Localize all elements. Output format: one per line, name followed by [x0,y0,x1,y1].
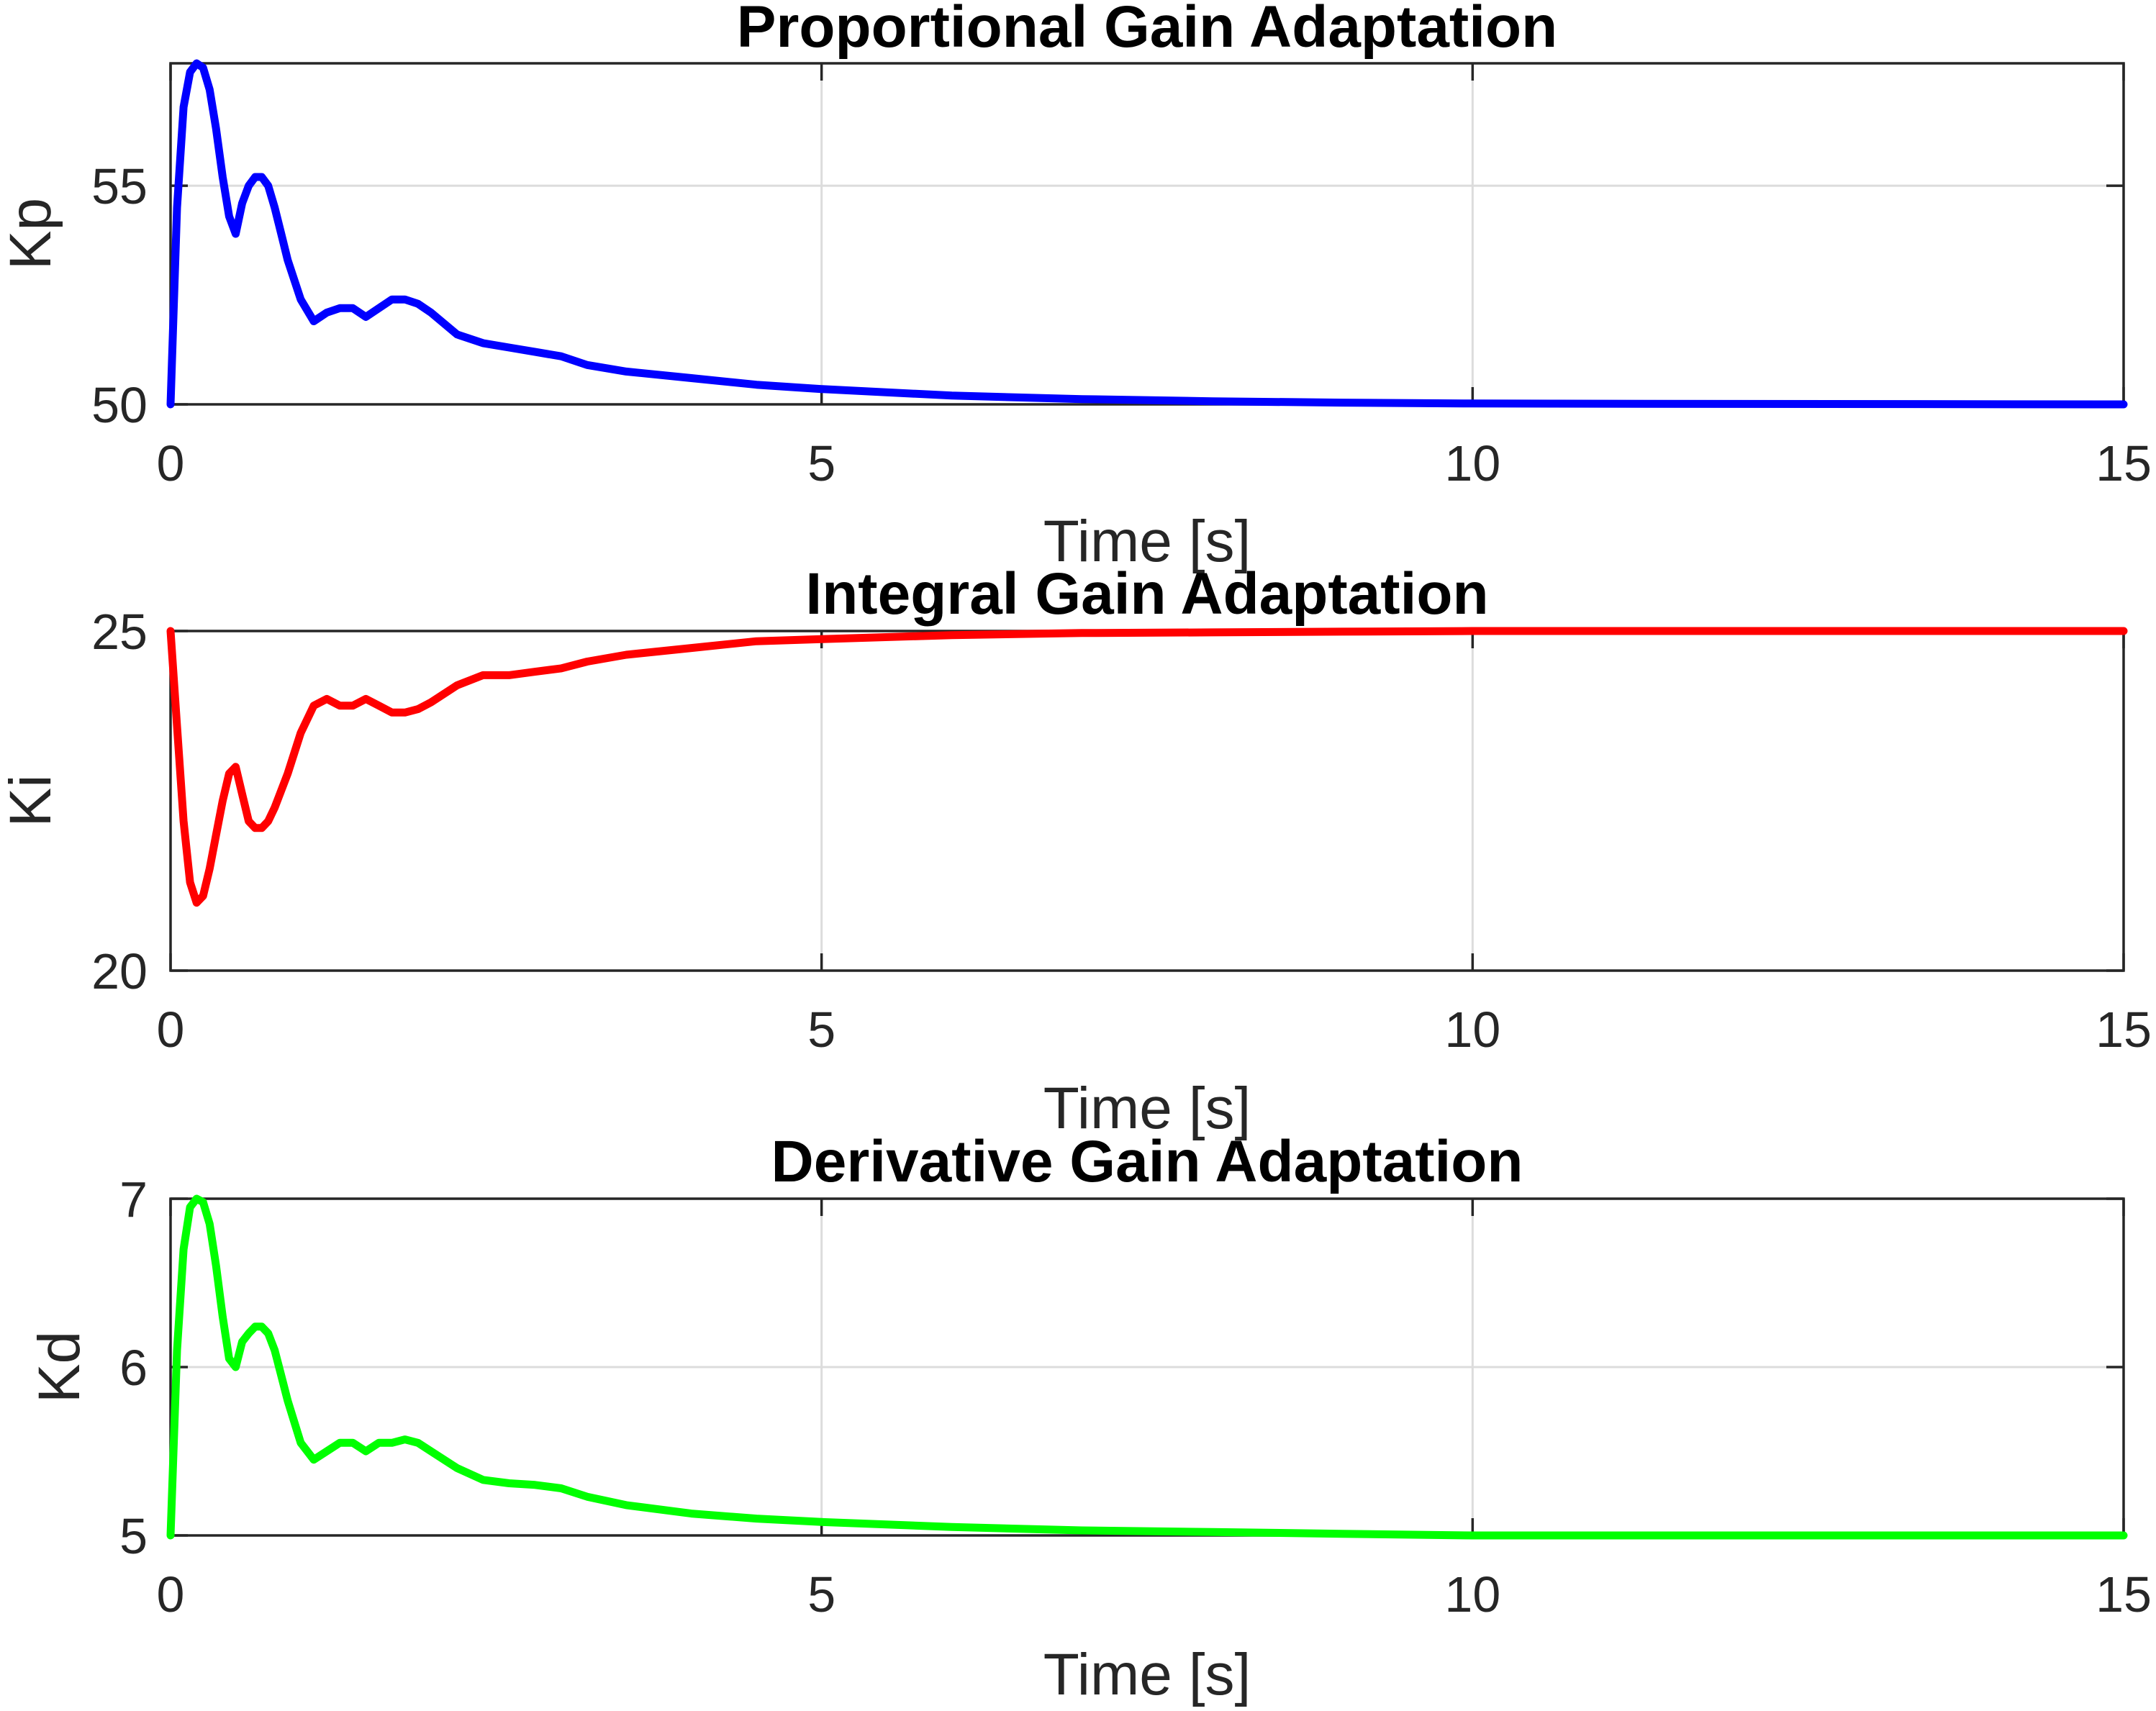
proportional-gain-series-line [166,59,2128,409]
integral-x-tick-label: 10 [1444,1002,1500,1058]
integral-y-tick-label: 20 [91,943,148,999]
integral-x-tick-label: 15 [2096,1002,2152,1058]
proportional-x-tick-label: 10 [1444,435,1500,491]
derivative-y-axis-label: Kd [27,1331,92,1403]
derivative-y-tick-label: 6 [119,1340,148,1396]
proportional-x-tick-label: 0 [157,435,185,491]
integral-y-tick-label: 25 [91,604,148,660]
integral-gain-panel: 0 5 10 15 20 25 Integral Gain Adaptation Time [… [0,561,2152,1141]
proportional-gain-panel: 0 5 10 15 50 55 Proportional Gain Adaptation Ti… [0,0,2152,574]
derivative-gain-series-line [166,1194,2128,1540]
proportional-axes-frame [169,62,2125,406]
integral-gain-series-line [166,627,2128,907]
derivative-y-tick-label: 7 [119,1171,148,1227]
derivative-x-tick-label: 5 [807,1566,835,1622]
derivative-x-axis-label: Time [s] [1043,1642,1251,1707]
derivative-x-tick-label: 15 [2096,1566,2152,1622]
derivative-x-tick-label: 10 [1444,1566,1500,1622]
proportional-y-tick-label: 50 [91,377,148,433]
derivative-x-tick-label: 0 [157,1566,185,1622]
integral-y-axis-label: Ki [0,775,63,827]
integral-x-tick-label: 0 [157,1002,185,1058]
proportional-x-axis-label: Time [s] [1043,509,1251,574]
proportional-y-tick-label: 55 [91,158,148,214]
integral-x-tick-label: 5 [807,1002,835,1058]
integral-x-axis-label: Time [s] [1043,1076,1251,1141]
proportional-x-tick-label: 15 [2096,435,2152,491]
derivative-chart-title: Derivative Gain Adaptation [771,1129,1523,1194]
derivative-y-tick-label: 5 [119,1508,148,1564]
proportional-x-tick-label: 5 [807,435,835,491]
proportional-y-axis-label: Kp [0,198,63,270]
proportional-chart-title: Proportional Gain Adaptation [737,0,1557,60]
integral-chart-title: Integral Gain Adaptation [805,561,1488,627]
